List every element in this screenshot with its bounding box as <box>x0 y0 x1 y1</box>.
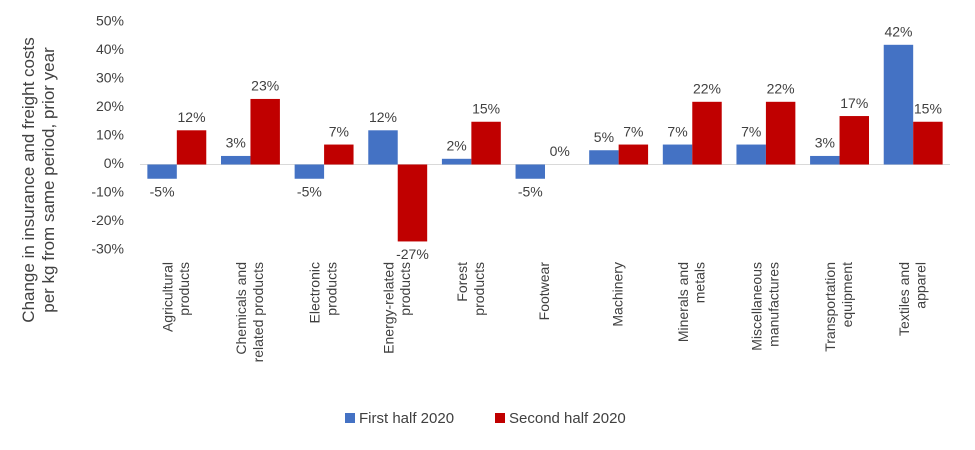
data-label: 15% <box>914 100 942 116</box>
bar <box>471 121 501 165</box>
y-tick-label: 40% <box>96 41 124 57</box>
x-tick-label: Textiles andapparel <box>895 262 928 336</box>
data-label: 7% <box>623 123 643 139</box>
bar <box>692 101 722 165</box>
data-label: 12% <box>178 109 206 125</box>
bar <box>589 150 619 165</box>
x-tick-label-line: Miscellaneous <box>748 262 764 351</box>
x-tick-label-line: Agricultural <box>159 262 175 332</box>
x-tick-label: Miscellaneousmanufactures <box>748 262 781 351</box>
bar <box>250 98 280 165</box>
data-label: 7% <box>741 123 761 139</box>
x-tick-label-line: Energy-related <box>380 262 396 354</box>
data-label: 15% <box>472 100 500 116</box>
data-label: -5% <box>150 183 175 199</box>
bar <box>324 144 354 165</box>
bar <box>765 101 796 165</box>
x-tick-label-line: Textiles and <box>895 262 911 336</box>
x-tick-label-line: Minerals and <box>675 262 691 342</box>
bar <box>397 164 428 242</box>
data-label: 3% <box>815 135 835 151</box>
bar <box>883 44 914 165</box>
bar <box>839 116 869 165</box>
data-label: 17% <box>840 95 868 111</box>
x-tick-label: Agriculturalproducts <box>159 262 192 332</box>
data-label: 7% <box>667 123 687 139</box>
data-label: 2% <box>447 138 467 154</box>
x-tick-label: Footwear <box>536 262 552 321</box>
y-axis-title: Change in insurance and freight costsper… <box>19 37 58 322</box>
x-tick-label-line: products <box>397 262 413 316</box>
x-tick-label: Chemicals andrelated products <box>233 262 266 362</box>
data-label: 3% <box>226 135 246 151</box>
y-tick-label: -10% <box>91 184 124 200</box>
x-tick-label-line: apparel <box>912 262 928 309</box>
x-tick-label-line: Electronic <box>306 262 322 323</box>
x-tick-label: Electronicproducts <box>306 262 339 323</box>
x-tick-label-line: manufactures <box>765 262 781 347</box>
bar <box>810 155 840 165</box>
y-tick-label: 10% <box>96 127 124 143</box>
data-label: -5% <box>518 183 543 199</box>
bar <box>515 164 545 179</box>
legend-label: First half 2020 <box>359 410 454 427</box>
bar <box>221 155 251 165</box>
x-tick-label: Machinery <box>609 262 625 327</box>
data-label: 42% <box>884 24 912 40</box>
y-axis-title-line: Change in insurance and freight costs <box>19 37 38 322</box>
y-tick-label: 20% <box>96 98 124 114</box>
bar <box>736 144 766 165</box>
x-tick-label: Minerals andmetals <box>675 262 708 342</box>
bar <box>441 158 472 165</box>
bar <box>662 144 693 165</box>
data-label: 5% <box>594 129 614 145</box>
x-tick-label-line: products <box>176 262 192 316</box>
y-axis-title-line: per kg from same period, prior year <box>40 47 59 313</box>
y-tick-label: 30% <box>96 70 124 86</box>
x-tick-label: Forestproducts <box>454 262 487 316</box>
data-label: 23% <box>251 78 279 94</box>
legend-swatch <box>495 413 505 423</box>
x-tick-label-line: Forest <box>454 262 470 302</box>
legend-label: Second half 2020 <box>509 410 626 427</box>
data-label: 12% <box>369 109 397 125</box>
bar <box>147 164 177 179</box>
x-tick-label-line: products <box>470 262 486 316</box>
x-tick-label: Transportationequipment <box>822 262 855 352</box>
data-label: -5% <box>297 183 322 199</box>
x-tick-label-line: Transportation <box>822 262 838 352</box>
x-tick-label-line: products <box>323 262 339 316</box>
x-tick-label-line: equipment <box>839 262 855 327</box>
x-tick-label-line: Chemicals and <box>233 262 249 355</box>
bar <box>294 164 325 179</box>
y-tick-label: -20% <box>91 212 124 228</box>
data-label: 22% <box>767 81 795 97</box>
x-tick-label-line: Footwear <box>536 262 552 321</box>
x-tick-label-line: metals <box>691 262 707 303</box>
x-tick-label: Energy-relatedproducts <box>380 262 413 354</box>
bar <box>368 130 398 165</box>
bar <box>176 130 207 165</box>
y-tick-label: 0% <box>104 155 124 171</box>
y-tick-label: 50% <box>96 13 124 29</box>
legend-swatch <box>345 413 355 423</box>
x-tick-label-line: related products <box>250 262 266 362</box>
data-label: 0% <box>550 143 570 159</box>
bar <box>618 144 649 165</box>
data-label: -27% <box>396 246 429 262</box>
data-label: 7% <box>329 123 349 139</box>
data-label: 22% <box>693 81 721 97</box>
y-tick-label: -30% <box>91 241 124 257</box>
bar <box>913 121 943 165</box>
x-tick-label-line: Machinery <box>609 262 625 327</box>
